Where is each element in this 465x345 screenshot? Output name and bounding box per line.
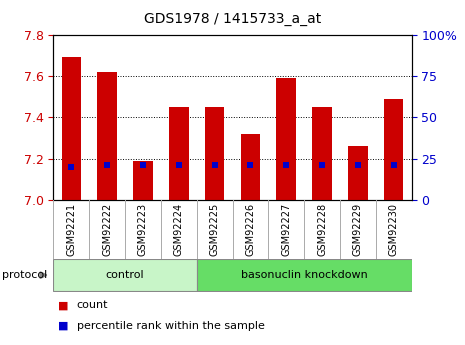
Text: percentile rank within the sample: percentile rank within the sample xyxy=(77,321,265,331)
Text: GSM92225: GSM92225 xyxy=(210,203,219,256)
Text: GSM92228: GSM92228 xyxy=(317,203,327,256)
Text: GSM92227: GSM92227 xyxy=(281,203,291,256)
Text: GSM92230: GSM92230 xyxy=(389,203,399,256)
Bar xyxy=(133,161,153,200)
Text: GSM92221: GSM92221 xyxy=(66,203,76,256)
Text: protocol: protocol xyxy=(2,270,47,280)
Text: GDS1978 / 1415733_a_at: GDS1978 / 1415733_a_at xyxy=(144,12,321,26)
Text: basonuclin knockdown: basonuclin knockdown xyxy=(241,270,367,280)
Bar xyxy=(205,107,225,200)
Text: ■: ■ xyxy=(58,300,69,310)
Bar xyxy=(97,72,117,200)
Bar xyxy=(348,146,368,200)
Text: GSM92222: GSM92222 xyxy=(102,203,112,256)
FancyBboxPatch shape xyxy=(53,259,197,291)
Text: GSM92223: GSM92223 xyxy=(138,203,148,256)
FancyBboxPatch shape xyxy=(197,259,412,291)
Text: ■: ■ xyxy=(58,321,69,331)
Bar xyxy=(240,134,260,200)
Bar xyxy=(384,99,404,200)
Bar xyxy=(276,78,296,200)
Text: GSM92226: GSM92226 xyxy=(246,203,255,256)
Bar xyxy=(61,57,81,200)
Text: count: count xyxy=(77,300,108,310)
Text: GSM92224: GSM92224 xyxy=(174,203,184,256)
Bar xyxy=(169,107,189,200)
Text: GSM92229: GSM92229 xyxy=(353,203,363,256)
Bar xyxy=(312,107,332,200)
Text: control: control xyxy=(106,270,145,280)
